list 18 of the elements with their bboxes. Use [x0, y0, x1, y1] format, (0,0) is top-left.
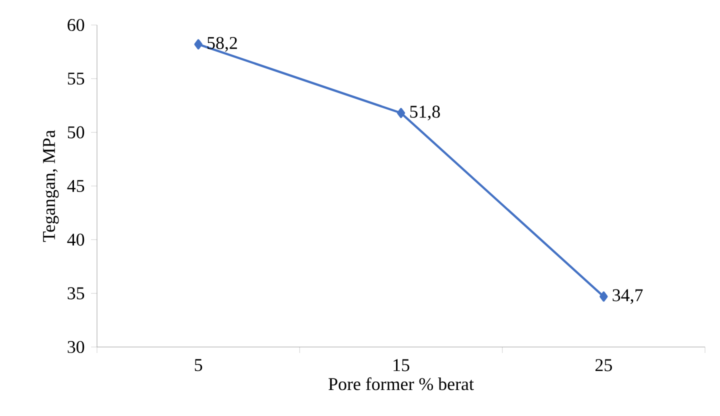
y-tick-label: 30 — [68, 340, 84, 354]
point — [396, 108, 406, 118]
data-label: 58,2 — [208, 36, 237, 52]
point — [600, 291, 608, 302]
y-tick-label: 50 — [68, 126, 84, 138]
y-tick-label: 45 — [67, 180, 84, 192]
y-tick-label: 40 — [67, 234, 84, 246]
data-label: 34,7 — [612, 289, 643, 304]
y-tick-label: 55 — [68, 72, 84, 85]
y-axis-title: Tegangan, MPa — [43, 130, 59, 242]
x-tick-label: 25 — [595, 359, 612, 372]
data-label: 51,8 — [410, 106, 440, 120]
y-tick-label: 35 — [68, 287, 84, 300]
x-tick-label: 15 — [394, 359, 410, 372]
x-axis-title: Pore former % berat — [328, 377, 474, 390]
point — [194, 39, 202, 50]
y-tick-label: 60 — [68, 18, 84, 32]
x-tick-label: 5 — [194, 359, 202, 372]
